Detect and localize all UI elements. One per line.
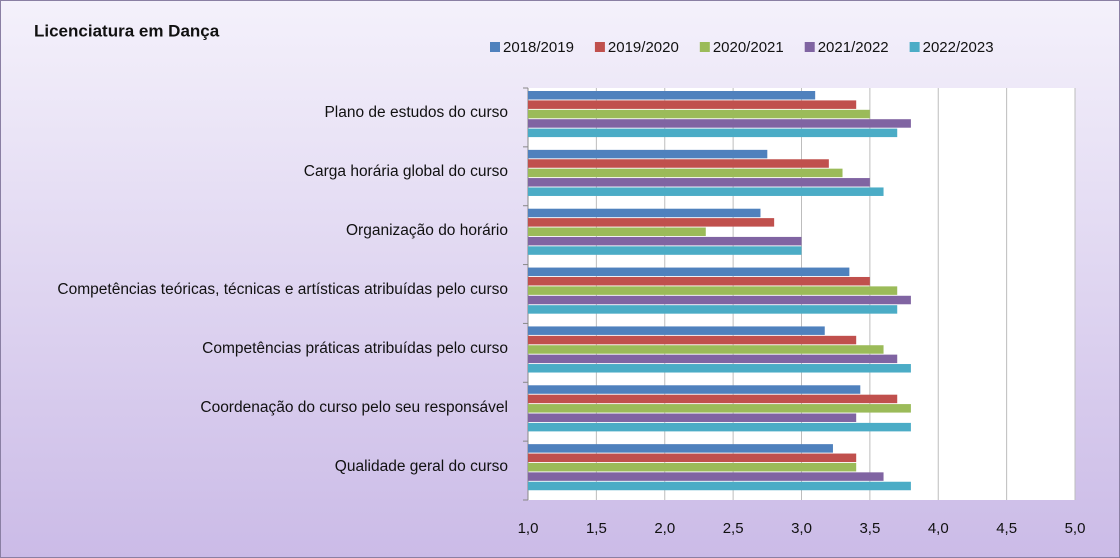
bar [528,462,857,472]
bar [528,187,884,196]
bar [528,444,833,453]
legend-swatch [594,42,605,52]
bar [528,413,857,422]
x-tick-label: 4,0 [928,520,949,537]
bar [528,364,911,373]
legend-label: 2021/2022 [818,39,889,56]
bar [528,385,861,394]
y-tick-label: Competências práticas atribuídas pelo cu… [202,339,508,357]
bar [528,128,898,138]
legend-swatch [909,42,920,52]
legend-label: 2019/2020 [608,39,679,56]
legend-swatch [804,42,815,52]
x-tick-label: 5,0 [1065,520,1086,537]
bar [528,295,911,305]
x-tick-label: 2,5 [723,520,744,537]
bar [528,178,870,187]
y-tick-label: Coordenação do curso pelo seu responsáve… [200,398,508,416]
bar [528,100,857,109]
bar [528,481,911,491]
bar [528,236,802,246]
bar [528,109,870,119]
bar [528,149,768,159]
x-tick-label: 1,0 [518,520,539,537]
bar [528,335,857,345]
bar [528,208,761,218]
y-tick-label: Organização do horário [346,222,508,240]
legend-label: 2022/2023 [923,39,994,56]
bar [528,119,911,128]
bar [528,422,911,432]
x-tick-label: 3,5 [859,520,880,537]
legend-label: 2020/2021 [713,39,784,56]
bar [528,168,843,178]
bar [528,218,775,227]
bar [528,286,898,295]
bar [528,267,850,277]
legend-swatch [699,42,710,52]
x-tick-label: 3,0 [791,520,812,537]
bar [528,91,816,100]
bar [528,453,857,463]
x-tick-label: 4,5 [996,520,1017,537]
bar [528,276,870,286]
bar [528,326,825,335]
bar [528,246,802,255]
legend-label: 2018/2019 [503,39,574,56]
y-tick-label: Carga horária global do curso [303,163,508,181]
y-tick-label: Plano de estudos do curso [324,104,508,122]
y-tick-label: Competências teóricas, técnicas e artíst… [57,281,508,298]
legend-swatch [490,42,500,52]
x-tick-label: 1,5 [586,520,607,537]
bar [528,472,884,481]
bar [528,394,898,404]
bar [528,305,898,314]
bar [528,227,706,237]
bar [528,159,829,168]
bar [528,354,898,364]
chart-title: Licenciatura em Dança [34,21,220,40]
x-tick-label: 2,0 [654,520,675,537]
bar [528,404,911,413]
bar [528,345,884,354]
y-tick-label: Qualidade geral do curso [334,457,508,475]
